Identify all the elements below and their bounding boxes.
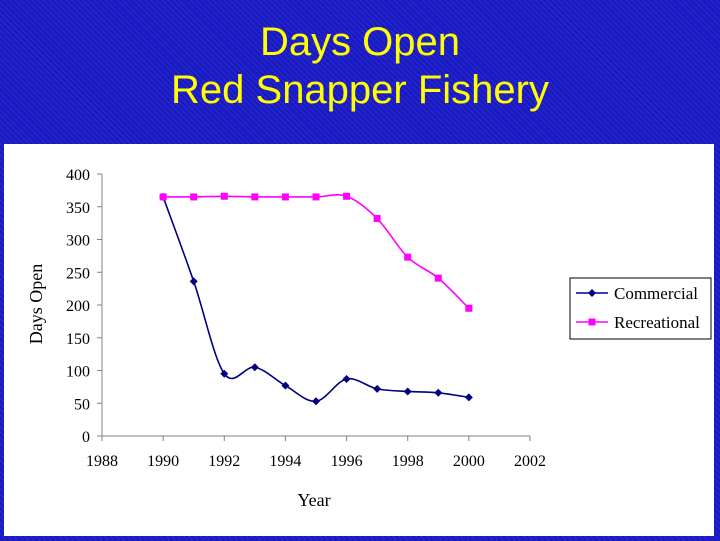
data-point-recreational bbox=[434, 274, 442, 282]
y-tick-label: 250 bbox=[66, 265, 90, 282]
x-tick-label: 1988 bbox=[86, 453, 118, 470]
legend-label-commercial: Commercial bbox=[614, 284, 698, 303]
legend-marker-commercial bbox=[588, 289, 596, 297]
data-point-recreational bbox=[190, 193, 198, 201]
data-point-commercial bbox=[373, 384, 382, 393]
y-tick-label: 200 bbox=[66, 298, 90, 315]
data-point-recreational bbox=[373, 215, 381, 223]
line-chart: 0 50 100 150 200 250 300 350 400 1988 1990 1992 1994… bbox=[26, 167, 712, 510]
x-tick-label: 1996 bbox=[331, 453, 363, 470]
x-tick-label: 1998 bbox=[392, 453, 424, 470]
y-tick-label: 150 bbox=[66, 331, 90, 348]
data-point-recreational bbox=[159, 193, 167, 201]
data-point-commercial bbox=[220, 369, 229, 378]
x-tick-label: 2002 bbox=[514, 453, 546, 470]
axes: 0 50 100 150 200 250 300 350 400 1988 1990 1992 1994… bbox=[66, 167, 546, 470]
y-tick-label: 100 bbox=[66, 364, 90, 381]
slide-title-line-1: Days Open bbox=[259, 20, 461, 64]
y-tick-label: 400 bbox=[66, 167, 90, 184]
data-point-commercial bbox=[403, 387, 412, 396]
data-point-recreational bbox=[281, 193, 289, 201]
series-commercial bbox=[159, 192, 473, 406]
data-point-commercial bbox=[250, 363, 259, 372]
x-tick-label: 1990 bbox=[147, 453, 179, 470]
data-point-recreational bbox=[465, 304, 473, 312]
data-point-commercial bbox=[342, 375, 351, 384]
x-tick-label: 1992 bbox=[208, 453, 240, 470]
slide-title-line-2: Red Snapper Fishery bbox=[171, 68, 549, 112]
data-point-recreational bbox=[220, 192, 228, 200]
data-point-commercial bbox=[434, 388, 443, 397]
slide-title: Days Open Red Snapper Fishery bbox=[0, 18, 720, 114]
x-tick-label: 2000 bbox=[453, 453, 485, 470]
data-point-commercial bbox=[312, 397, 320, 406]
series-line-recreational bbox=[163, 194, 470, 309]
legend-marker-recreational bbox=[588, 318, 596, 326]
series-layer bbox=[159, 192, 473, 406]
y-tick-label: 0 bbox=[82, 429, 90, 446]
data-point-recreational bbox=[343, 192, 351, 200]
data-point-recreational bbox=[251, 193, 259, 201]
data-point-recreational bbox=[312, 193, 320, 201]
y-tick-label: 350 bbox=[66, 200, 90, 217]
data-point-commercial bbox=[464, 393, 473, 402]
y-axis-title: Days Open bbox=[26, 264, 46, 344]
chart-panel: 0 50 100 150 200 250 300 350 400 1988 1990 1992 1994… bbox=[4, 144, 714, 536]
legend: Commercial Recreational bbox=[569, 277, 712, 340]
series-recreational bbox=[159, 192, 473, 312]
y-tick-label: 50 bbox=[74, 396, 90, 413]
data-point-commercial bbox=[281, 381, 290, 390]
data-point-recreational bbox=[404, 253, 412, 261]
y-tick-label: 300 bbox=[66, 233, 90, 250]
legend-label-recreational: Recreational bbox=[614, 313, 700, 332]
x-tick-label: 1994 bbox=[269, 453, 301, 470]
series-line-commercial bbox=[162, 196, 469, 403]
x-axis-title: Year bbox=[297, 490, 330, 510]
data-point-commercial bbox=[189, 277, 198, 286]
legend-box bbox=[569, 277, 712, 340]
